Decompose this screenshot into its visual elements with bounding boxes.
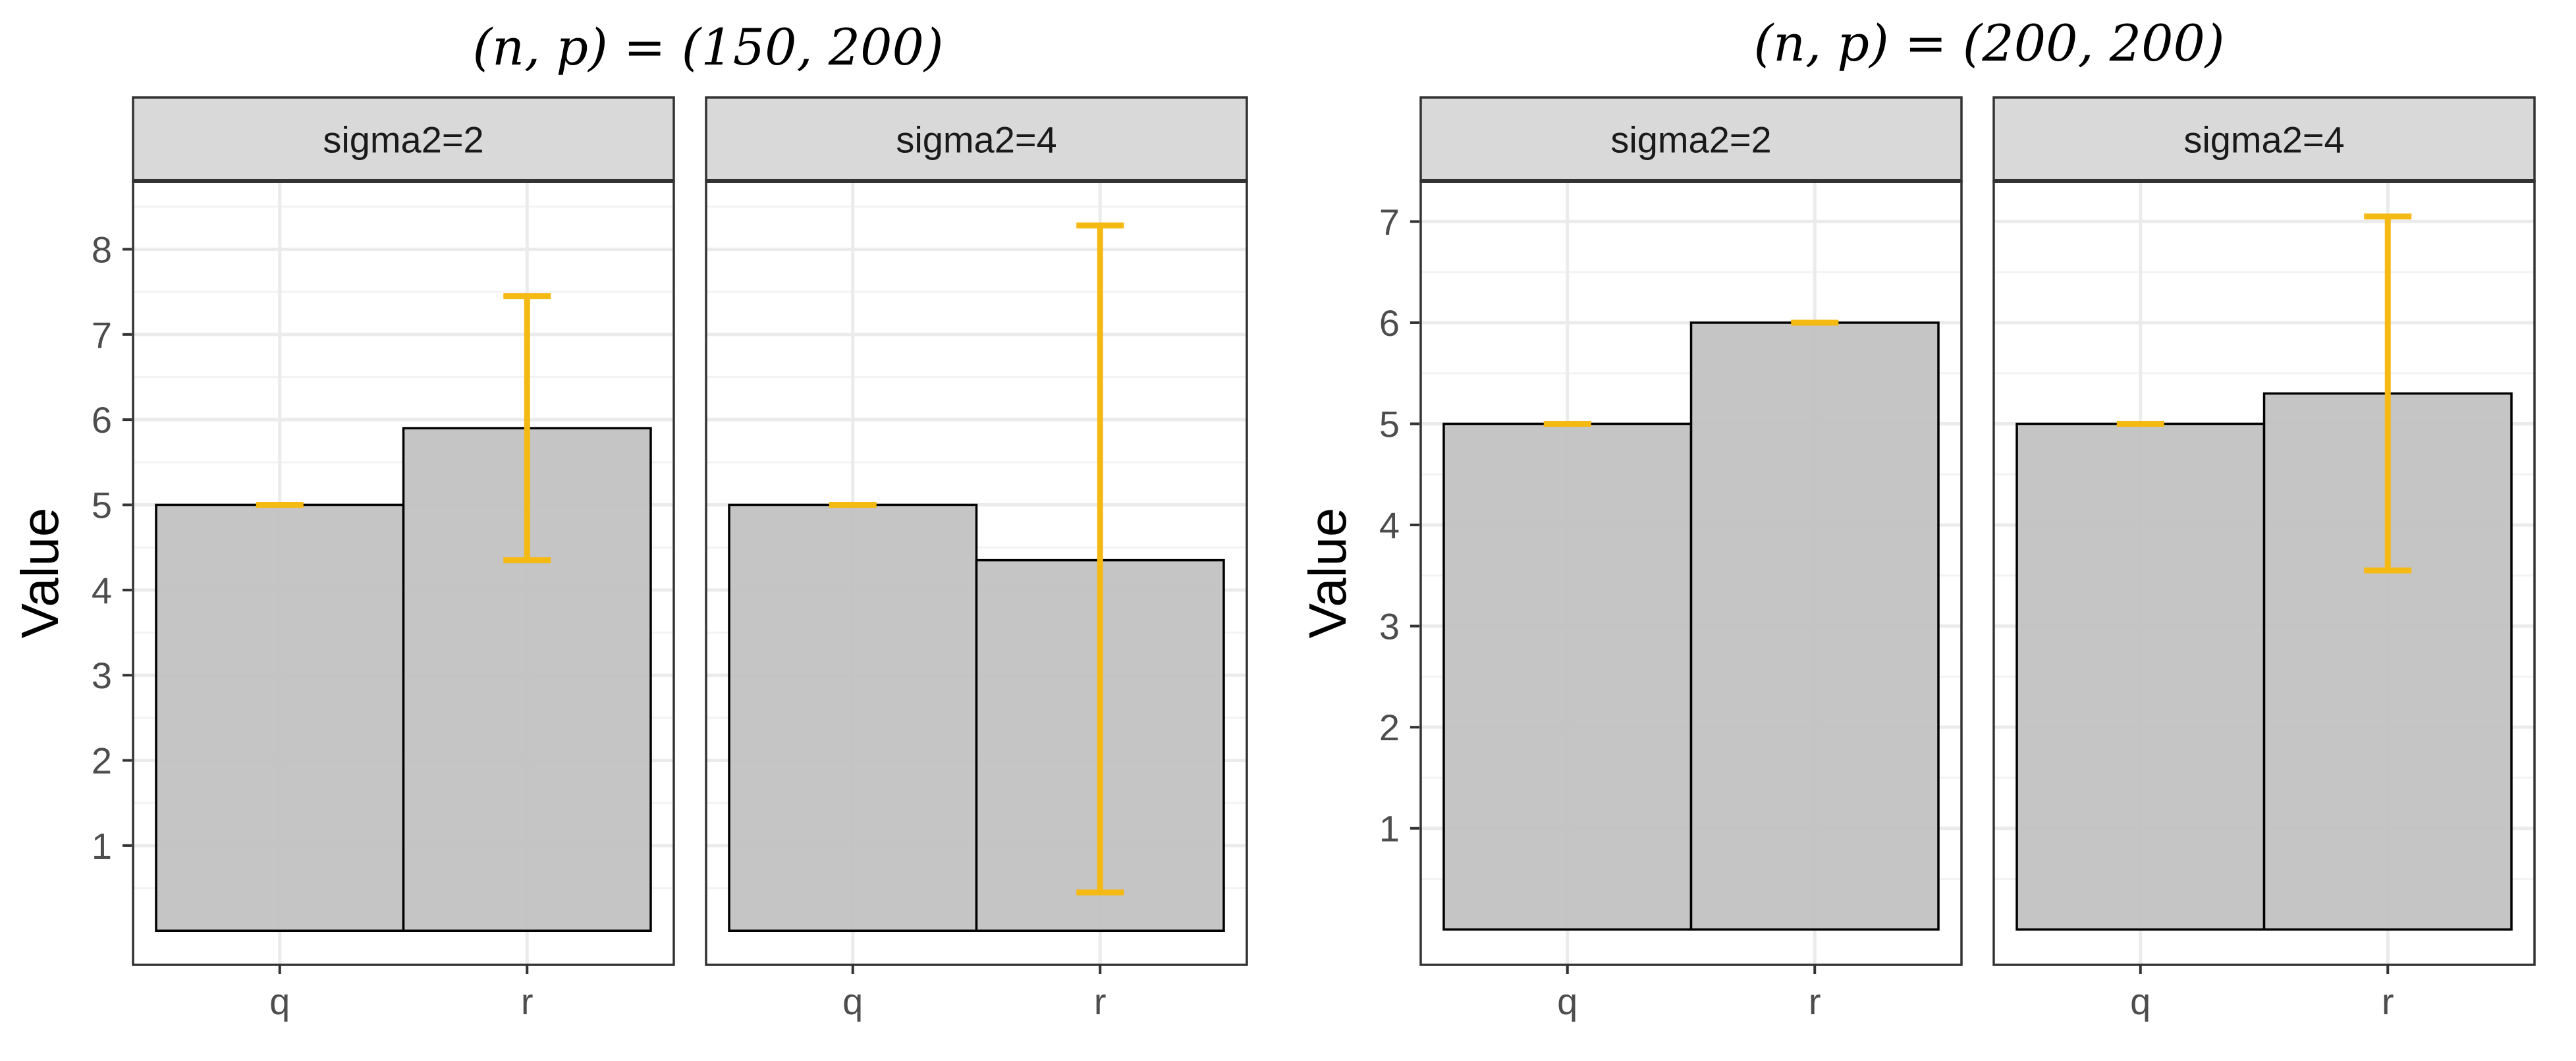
x-tick-label: r — [521, 981, 534, 1022]
bar-q — [155, 503, 405, 933]
y-tick-label: 3 — [92, 655, 112, 696]
bar-q — [1442, 422, 1693, 931]
y-tick-label: 7 — [1379, 201, 1400, 242]
y-tick-label: 5 — [1379, 404, 1400, 445]
bar-q — [728, 503, 978, 933]
y-tick-label: 2 — [92, 740, 112, 782]
bar-q — [2015, 422, 2266, 931]
y-tick-label: 6 — [92, 399, 112, 441]
facet-strip — [705, 96, 1248, 182]
facet-strip-label: sigma2=2 — [323, 119, 483, 161]
y-tick-label: 3 — [1379, 606, 1400, 647]
facet-strip — [1992, 96, 2536, 182]
y-tick-label: 8 — [92, 229, 112, 270]
y-tick-label: 4 — [1379, 504, 1400, 546]
y-tick-label: 2 — [1379, 707, 1400, 748]
facet-strip-label: sigma2=4 — [2183, 119, 2344, 161]
x-tick-label: q — [842, 981, 863, 1022]
x-tick-label: q — [1557, 981, 1577, 1022]
facet-strip — [132, 96, 675, 182]
y-tick-label: 5 — [92, 485, 112, 526]
y-tick-label: 1 — [1379, 808, 1400, 850]
x-tick-label: r — [2382, 981, 2394, 1022]
y-axis-label: Value — [1298, 508, 1357, 639]
bar-r — [1689, 321, 1940, 931]
y-axis-label: Value — [11, 508, 69, 639]
x-tick-label: q — [2130, 981, 2151, 1022]
y-tick-label: 1 — [92, 825, 112, 867]
y-tick-label: 4 — [92, 570, 112, 611]
y-tick-label: 7 — [92, 314, 112, 356]
x-tick-label: r — [1094, 981, 1107, 1022]
facet-strip-label: sigma2=4 — [896, 119, 1056, 161]
facet-strip-label: sigma2=2 — [1610, 119, 1771, 161]
y-tick-label: 6 — [1379, 302, 1400, 344]
x-tick-label: r — [1809, 981, 1821, 1022]
chart-title: (n, p) = (150, 200) — [473, 18, 944, 76]
chart-title: (n, p) = (200, 200) — [1754, 14, 2225, 72]
x-tick-label: q — [269, 981, 290, 1022]
